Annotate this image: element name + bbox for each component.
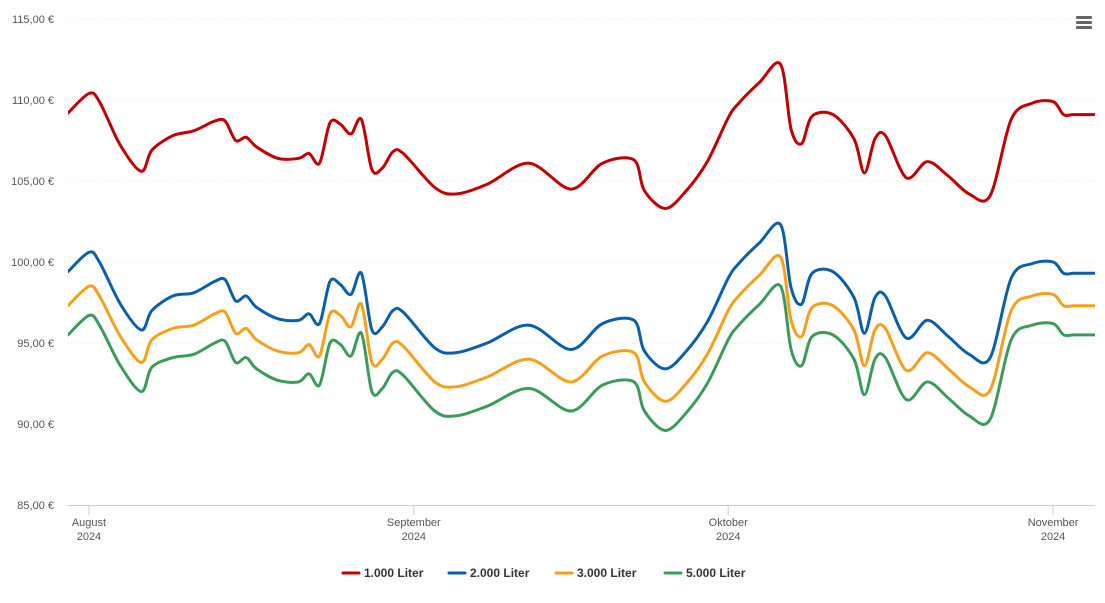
y-tick-label: 115,00 € — [12, 14, 54, 26]
hamburger-menu-icon — [1076, 16, 1092, 29]
legend[interactable]: 1.000 Liter 2.000 Liter 3.000 Liter 5.000 L… — [341, 566, 746, 580]
series-line-3[interactable] — [68, 254, 1095, 403]
legend-item[interactable]: 2.000 Liter — [447, 566, 530, 580]
series-line-1[interactable] — [68, 61, 1095, 210]
legend-item[interactable]: 1.000 Liter — [341, 566, 424, 580]
y-tick-label: 90,00 € — [17, 419, 54, 431]
y-tick-label: 110,00 € — [12, 95, 54, 107]
x-tick-label-month: August — [72, 517, 106, 529]
series-lines — [68, 61, 1095, 432]
series-line-2[interactable] — [68, 221, 1095, 371]
y-tick-label: 105,00 € — [11, 176, 54, 188]
x-axis: August 2024 September 2024 Oktober 2024 Novemb… — [68, 505, 1095, 543]
y-tick-label: 95,00 € — [17, 338, 54, 350]
y-tick-label: 100,00 € — [11, 257, 54, 269]
legend-label: 5.000 Liter — [686, 566, 746, 580]
x-tick-label-month: November — [1028, 517, 1079, 529]
y-tick-label: 85,00 € — [17, 500, 54, 512]
x-tick-label-year: 2024 — [1041, 531, 1065, 543]
x-tick-label-month: Oktober — [709, 517, 748, 529]
x-tick-label-year: 2024 — [77, 531, 101, 543]
chart-menu-button[interactable] — [1071, 10, 1095, 32]
legend-item[interactable]: 3.000 Liter — [554, 566, 637, 580]
grid — [68, 18, 1095, 425]
legend-label: 3.000 Liter — [577, 566, 637, 580]
legend-item[interactable]: 5.000 Liter — [663, 566, 746, 580]
x-tick-label-year: 2024 — [716, 531, 740, 543]
legend-label: 2.000 Liter — [470, 566, 530, 580]
x-tick-label-month: September — [387, 517, 441, 529]
x-tick-label-year: 2024 — [402, 531, 426, 543]
legend-label: 1.000 Liter — [364, 566, 424, 580]
y-axis: 85,00 € 90,00 € 95,00 € 100,00 € 105,00 € 110… — [11, 14, 54, 512]
series-line-4[interactable] — [68, 283, 1095, 432]
